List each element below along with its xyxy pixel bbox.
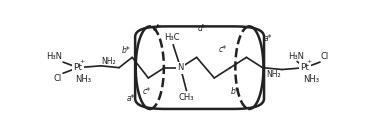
Text: H₃N: H₃N (289, 52, 305, 61)
Text: Pt: Pt (301, 63, 310, 72)
Text: c*: c* (219, 45, 227, 54)
Text: NH₂: NH₂ (102, 57, 116, 66)
Text: CH₃: CH₃ (179, 94, 194, 103)
Text: b*: b* (230, 87, 239, 96)
Text: d*: d* (153, 24, 161, 33)
Text: NH₂: NH₂ (267, 70, 281, 79)
Text: +: + (79, 59, 84, 64)
Text: +: + (306, 59, 311, 64)
Text: NH₃: NH₃ (303, 75, 319, 84)
Text: H₃N: H₃N (46, 53, 62, 62)
Text: c*: c* (143, 87, 151, 96)
Text: Pt: Pt (73, 63, 82, 72)
Text: H₃C: H₃C (164, 33, 180, 42)
Text: Cl: Cl (321, 53, 329, 62)
Text: a*: a* (264, 34, 273, 43)
Text: N: N (177, 63, 184, 72)
Text: a*: a* (127, 94, 135, 103)
Text: b*: b* (122, 46, 131, 55)
Text: d*: d* (198, 24, 207, 33)
Text: NH₃: NH₃ (75, 75, 91, 84)
Text: Cl: Cl (54, 74, 62, 83)
FancyBboxPatch shape (135, 26, 264, 109)
